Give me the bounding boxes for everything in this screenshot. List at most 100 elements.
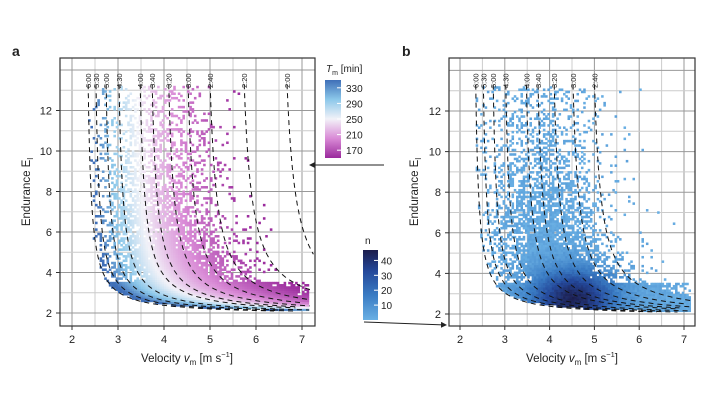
data-cell [102,222,105,225]
data-cell [534,274,537,277]
data-cell [164,186,167,189]
data-cell [153,286,156,289]
data-cell [532,187,535,190]
data-cell [541,251,544,254]
data-cell [238,291,241,294]
data-cell [166,99,169,102]
data-cell [291,302,294,305]
data-cell [196,271,199,274]
data-cell [205,150,208,153]
data-cell [132,106,135,109]
data-cell [554,216,557,219]
data-cell [159,273,162,276]
data-cell [127,217,130,220]
data-cell [153,277,156,280]
data-cell [212,251,215,254]
data-cell [541,249,544,252]
data-cell [523,189,526,192]
data-cell [514,285,517,288]
data-cell [189,231,192,234]
data-cell [182,177,185,180]
data-cell [150,182,153,185]
contour-label: 4:00 [136,73,145,88]
data-cell [268,291,271,294]
data-cell [136,262,139,265]
data-cell [541,278,544,281]
data-cell [148,108,151,111]
data-cell [150,251,153,254]
data-cell [219,170,222,173]
data-cell [180,302,183,305]
data-cell [176,224,179,227]
data-cell [171,288,174,291]
data-cell [194,251,197,254]
data-cell [263,204,266,207]
data-cell [284,297,287,300]
data-cell [139,199,142,202]
data-cell [563,265,566,268]
data-cell [525,184,528,187]
data-cell [552,180,555,183]
data-cell [518,202,521,205]
data-cell [543,160,546,163]
data-cell [153,266,156,269]
data-cell [538,162,541,165]
data-cell [169,170,172,173]
data-cell [529,256,532,259]
data-cell [111,233,114,236]
data-cell [171,211,174,214]
data-cell [518,196,521,199]
data-cell [159,266,162,269]
y-tick-label: 6 [46,227,52,239]
data-cell [130,204,133,207]
data-cell [201,204,204,207]
data-cell [136,153,139,156]
data-cell [176,291,179,294]
data-cell [155,246,158,249]
data-cell [547,287,550,290]
data-cell [169,219,172,222]
data-cell [116,271,119,274]
data-cell [180,293,183,296]
data-cell [534,205,537,208]
data-cell [263,293,266,296]
data-cell [529,236,532,239]
data-cell [178,193,181,196]
data-cell [171,215,174,218]
data-cell [162,275,165,278]
data-cell [543,88,546,91]
data-cell [201,219,204,222]
data-cell [550,102,553,105]
data-cell [554,254,557,257]
data-cell [554,191,557,194]
data-cell [302,295,305,298]
data-cell [203,186,206,189]
data-cell [254,291,257,294]
data-cell [565,187,568,190]
data-cell [194,266,197,269]
data-cell [561,234,564,237]
data-cell [550,269,553,272]
data-cell [176,268,179,271]
data-cell [169,215,172,218]
data-cell [550,218,553,221]
data-cell [194,119,197,122]
data-cell [215,282,218,285]
data-cell [509,182,512,185]
data-cell [556,196,559,199]
data-cell [222,304,225,307]
data-cell [143,208,146,211]
data-cell [201,173,204,176]
data-cell [150,235,153,238]
data-cell [541,180,544,183]
data-cell [130,239,133,242]
data-cell [563,287,566,290]
data-cell [543,135,546,138]
data-cell [498,167,501,170]
data-cell [146,251,149,254]
data-cell [215,302,218,305]
data-cell [134,206,137,209]
data-cell [134,175,137,178]
data-cell [514,95,517,98]
y-tick-label: 12 [40,106,52,118]
